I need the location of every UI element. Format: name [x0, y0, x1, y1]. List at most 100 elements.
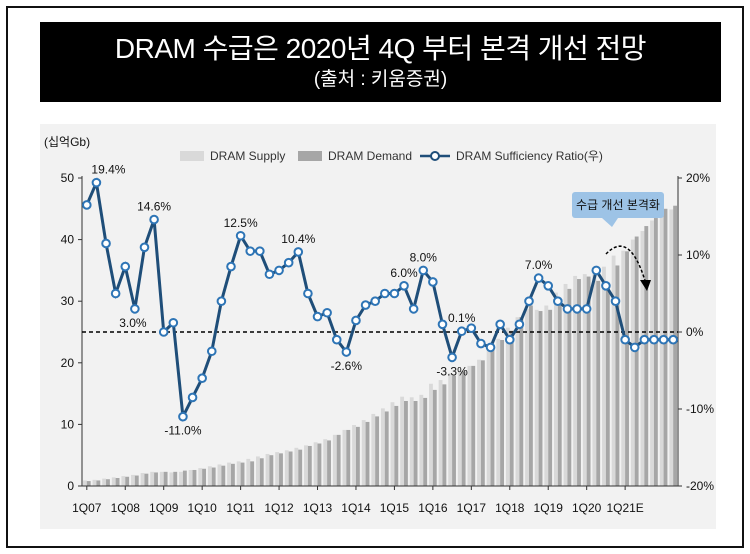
- ratio-point: [216, 296, 227, 306]
- supply-bar: [198, 468, 203, 486]
- annotation-group: 수급 개선 본격화: [572, 192, 664, 291]
- ratio-point: [303, 288, 313, 299]
- demand-bar: [346, 429, 351, 486]
- demand-bar: [394, 405, 399, 486]
- demand-bar: [605, 282, 610, 486]
- ratio-point: [91, 177, 102, 188]
- demand-bar: [404, 400, 408, 486]
- ratio-point: [331, 334, 342, 345]
- ratio-point: [110, 288, 121, 299]
- supply-bar: [313, 442, 318, 486]
- demand-bar: [221, 465, 226, 486]
- legend-label-1: DRAM Demand: [328, 149, 412, 163]
- ratio-point: [178, 411, 188, 422]
- data-label: 8.0%: [410, 250, 438, 264]
- ratio-point: [168, 317, 179, 328]
- x-tick-label: 1Q08: [111, 501, 141, 515]
- supply-bar: [669, 209, 674, 486]
- supply-bar: [525, 309, 529, 486]
- demand-bar: [298, 449, 303, 486]
- supply-bar: [409, 397, 414, 486]
- demand-bar: [557, 300, 562, 486]
- supply-bar: [448, 373, 453, 486]
- supply-bar: [534, 309, 539, 486]
- y-left-tick-label: 50: [61, 171, 75, 185]
- supply-bar: [92, 479, 97, 486]
- y-left-unit-label: (십억Gb): [44, 135, 90, 149]
- ratio-point: [447, 352, 457, 363]
- trend-arrow-curve: [605, 245, 647, 285]
- supply-bar: [659, 211, 664, 486]
- supply-bar: [553, 292, 558, 486]
- data-label: 0.1%: [448, 311, 476, 325]
- ratio-point: [533, 273, 544, 283]
- supply-bar: [227, 462, 231, 486]
- ratio-point: [543, 281, 554, 291]
- x-tick-label: 1Q15: [380, 501, 410, 515]
- demand-bar: [663, 208, 668, 487]
- demand-bar: [586, 276, 591, 486]
- legend-label-2: DRAM Sufficiency Ratio(우): [456, 149, 603, 163]
- demand-bar: [538, 311, 543, 486]
- demand-bar: [231, 463, 235, 486]
- data-label: 6.0%: [390, 266, 418, 280]
- ratio-point: [572, 304, 582, 314]
- supply-bar: [457, 370, 462, 486]
- x-tick-label: 1Q12: [264, 501, 294, 515]
- y-left-tick-label: 30: [61, 294, 75, 308]
- page-title: DRAM 수급은 2020년 4Q 부터 본격 개선 전망: [114, 33, 647, 64]
- demand-bar: [634, 236, 639, 486]
- data-label: 10.4%: [281, 232, 315, 246]
- axes-group: 0 10 20 30 40 50 -20% -10% 0% 10% 20% 1Q07 1Q08 1Q09 1…: [61, 171, 715, 515]
- demand-bar: [442, 384, 447, 486]
- legend-swatch-1: [298, 151, 322, 161]
- demand-bar: [375, 416, 380, 486]
- demand-bar: [355, 426, 360, 486]
- ratio-point: [639, 334, 650, 345]
- ratio-point: [351, 315, 361, 326]
- demand-bar: [211, 467, 216, 486]
- demand-bar: [480, 360, 485, 486]
- demand-bar: [163, 471, 168, 486]
- x-tick-label: 1Q10: [187, 501, 217, 515]
- ratio-point: [476, 338, 486, 349]
- supply-bar: [563, 283, 568, 486]
- demand-bar: [673, 205, 678, 486]
- x-tick-label: 1Q20: [572, 501, 602, 515]
- chart-legend: DRAM Supply DRAM Demand DRAM Sufficiency R…: [180, 149, 603, 163]
- demand-bar: [154, 472, 158, 486]
- supply-bar: [390, 402, 395, 486]
- supply-bar: [150, 471, 155, 486]
- y-right-tick-label: -10%: [686, 402, 714, 416]
- data-label: -11.0%: [164, 424, 201, 438]
- ratio-point: [601, 281, 611, 291]
- ratio-point: [293, 247, 304, 257]
- ratio-point: [283, 257, 294, 268]
- ratio-point: [139, 242, 150, 253]
- demand-bar: [567, 288, 572, 486]
- ratio-point: [658, 334, 669, 345]
- ratio-point: [620, 334, 630, 345]
- annotation-pointer: [602, 218, 618, 227]
- supply-bar: [246, 458, 251, 486]
- demand-bar: [644, 226, 649, 486]
- demand-bar: [173, 471, 178, 486]
- supply-bar: [592, 274, 597, 486]
- ratio-point: [264, 269, 275, 280]
- demand-bar: [529, 305, 533, 486]
- demand-bar: [317, 443, 322, 486]
- ratio-point: [649, 334, 659, 345]
- ratio-point: [130, 304, 140, 314]
- x-tick-label: 1Q21E: [606, 501, 643, 515]
- supply-bar: [438, 380, 443, 486]
- supply-bar: [419, 394, 424, 486]
- demand-bar: [250, 461, 255, 486]
- y-left-tick-label: 40: [61, 233, 75, 247]
- supply-bar: [361, 420, 366, 486]
- demand-bar: [365, 421, 370, 486]
- demand-bar: [134, 475, 139, 486]
- annotation-label: 수급 개선 본격화: [576, 198, 660, 212]
- ratio-point: [581, 304, 592, 314]
- data-label: 14.6%: [137, 200, 171, 214]
- demand-bar: [144, 473, 149, 486]
